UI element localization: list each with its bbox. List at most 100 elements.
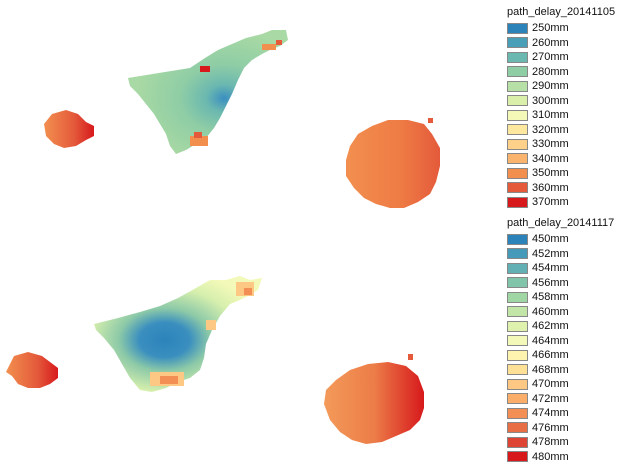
legend-label: 474mm <box>532 407 569 420</box>
legend-label: 320mm <box>532 123 569 136</box>
legend-item: 454mm <box>507 261 614 276</box>
legend-swatch <box>507 262 528 274</box>
hotspot <box>244 288 252 295</box>
legend-title: path_delay_20141105 <box>507 6 616 18</box>
hotspot <box>194 132 202 138</box>
legend-label: 478mm <box>532 436 569 449</box>
map-top <box>44 30 440 208</box>
legend-swatch <box>507 378 528 390</box>
legend-swatch <box>507 37 528 49</box>
legend-swatch <box>507 335 528 347</box>
hotspot <box>160 376 178 384</box>
legend-item: 452mm <box>507 247 614 262</box>
legend-swatch <box>507 196 528 208</box>
hotspot <box>428 118 433 123</box>
legend-label: 462mm <box>532 320 569 333</box>
map-canvas <box>6 30 440 444</box>
hotspot <box>262 44 276 50</box>
legend-item: 340mm <box>507 152 615 167</box>
legend-swatch <box>507 364 528 376</box>
hotspot <box>206 320 216 330</box>
legend-label: 472mm <box>532 392 569 405</box>
island-gran-canaria-top <box>346 120 440 208</box>
legend-swatch <box>507 436 528 448</box>
legend-swatch <box>507 167 528 179</box>
legend-item: 270mm <box>507 50 615 65</box>
legend-item: 350mm <box>507 166 615 181</box>
legend-item: 330mm <box>507 137 615 152</box>
legend-item: 320mm <box>507 123 615 138</box>
legend-item: 478mm <box>507 435 614 450</box>
legend-label: 470mm <box>532 378 569 391</box>
legend-swatch <box>507 95 528 107</box>
legend-item: 470mm <box>507 377 614 392</box>
legend-swatch <box>507 291 528 303</box>
map-bottom <box>6 276 424 444</box>
legend-label: 480mm <box>532 450 569 463</box>
legend-swatch <box>507 233 528 245</box>
legend-label: 460mm <box>532 305 569 318</box>
legend-item: 360mm <box>507 181 615 196</box>
legend-label: 330mm <box>532 138 569 151</box>
legend-item: 310mm <box>507 108 615 123</box>
legend-item: 300mm <box>507 94 615 109</box>
legend-item: 464mm <box>507 334 614 349</box>
legend-swatch <box>507 80 528 92</box>
legend-item: 250mm <box>507 21 615 36</box>
legend-item: 450mm <box>507 232 614 247</box>
legend-swatch <box>507 66 528 78</box>
legend-item: 260mm <box>507 36 615 51</box>
island-tenerife-top <box>128 30 288 154</box>
legend-swatch <box>507 393 528 405</box>
legend-label: 458mm <box>532 291 569 304</box>
legend-label: 280mm <box>532 65 569 78</box>
legend-label: 360mm <box>532 181 569 194</box>
hotspot <box>408 354 413 360</box>
legend-item: 462mm <box>507 319 614 334</box>
legend-swatch <box>507 248 528 260</box>
legend-item: 460mm <box>507 305 614 320</box>
legend-label: 290mm <box>532 80 569 93</box>
legend-items: 250mm 260mm 270mm 280mm 290mm 300mm 310mm 320mm… <box>507 21 615 210</box>
legend-label: 250mm <box>532 22 569 35</box>
legend-label: 454mm <box>532 262 569 275</box>
legend-swatch <box>507 22 528 34</box>
legend-item: 474mm <box>507 406 614 421</box>
legend-title: path_delay_20141117 <box>507 217 615 229</box>
legend-label: 270mm <box>532 51 569 64</box>
legend-item: 290mm <box>507 79 615 94</box>
legend-label: 340mm <box>532 152 569 165</box>
legend-item: 480mm <box>507 450 614 464</box>
legend-item: 370mm <box>507 195 615 210</box>
legend-swatch <box>507 349 528 361</box>
legend-swatch <box>507 51 528 63</box>
legend-label: 260mm <box>532 36 569 49</box>
hotspot <box>190 136 208 146</box>
legend-label: 300mm <box>532 94 569 107</box>
legend-item: 466mm <box>507 348 614 363</box>
legend-swatch <box>507 320 528 332</box>
legend-item: 468mm <box>507 363 614 378</box>
legend-swatch <box>507 422 528 434</box>
legend-label: 456mm <box>532 276 569 289</box>
legend-bottom: path_delay_20141117 450mm 452mm 454mm 456mm… <box>507 217 614 464</box>
legend-item: 456mm <box>507 276 614 291</box>
island-gran-canaria-bottom <box>324 362 424 444</box>
legend-swatch <box>507 407 528 419</box>
legend-label: 466mm <box>532 349 569 362</box>
island-la-gomera-top <box>44 110 94 148</box>
legend-label: 310mm <box>532 109 569 122</box>
legend-item: 476mm <box>507 421 614 436</box>
legend-swatch <box>507 277 528 289</box>
legend-label: 476mm <box>532 421 569 434</box>
legend-label: 450mm <box>532 233 569 246</box>
legend-label: 350mm <box>532 167 569 180</box>
legend-swatch <box>507 182 528 194</box>
legend-items: 450mm 452mm 454mm 456mm 458mm 460mm 462mm 464mm… <box>507 232 614 464</box>
legend-label: 452mm <box>532 247 569 260</box>
legend-swatch <box>507 306 528 318</box>
legend-item: 280mm <box>507 65 615 80</box>
island-tenerife-bottom <box>94 276 262 392</box>
legend-swatch <box>507 153 528 165</box>
legend-top: path_delay_20141105 250mm 260mm 270mm 280mm… <box>507 6 615 210</box>
